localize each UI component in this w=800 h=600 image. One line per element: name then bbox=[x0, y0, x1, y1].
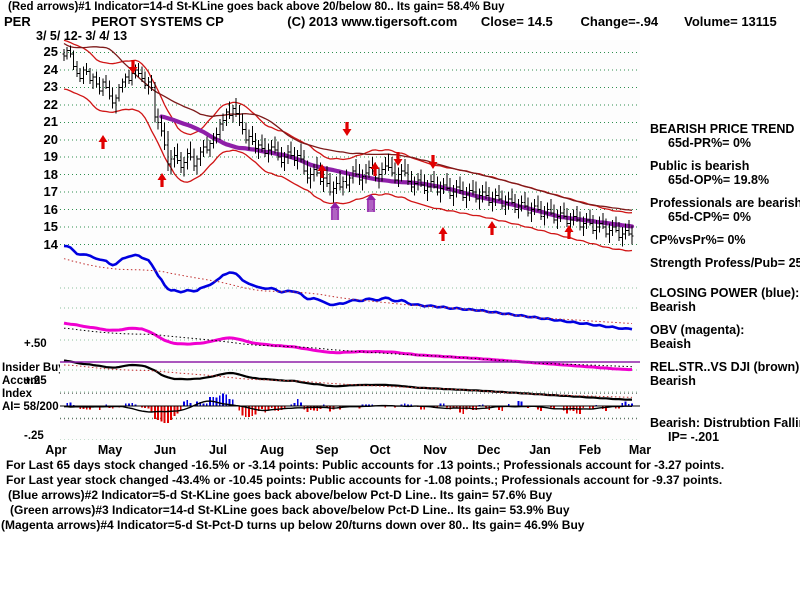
price-axis-tick: 23 bbox=[43, 79, 58, 95]
ip-value: IP= -.201 bbox=[668, 430, 720, 444]
price-axis-tick: 18 bbox=[43, 166, 58, 182]
footer-notes: For Last 65 days stock changed -16.5% or… bbox=[0, 458, 800, 533]
professionals-value: 65d-CP%= 0% bbox=[668, 210, 752, 224]
relative-strength-block: REL.STR..VS DJI (brown) Bearish bbox=[650, 360, 800, 388]
closing-power-value: Bearish bbox=[650, 300, 696, 314]
header-indicator-line: (Red arrows)#1 Indicator=14-d St-KLine g… bbox=[8, 1, 505, 13]
month-axis-tick: Mar bbox=[628, 443, 652, 457]
professionals-title: Professionals are bearish bbox=[650, 196, 800, 210]
price-axis-tick: 21 bbox=[43, 114, 58, 130]
price-axis-tick: 16 bbox=[43, 201, 58, 217]
price-chart-plot[interactable] bbox=[60, 40, 640, 440]
month-axis-tick: Dec bbox=[477, 443, 501, 457]
footer-line-2: For Last year stock changed -43.4% or -1… bbox=[6, 473, 723, 487]
public-block: Public is bearish 65d-OP%= 19.8% bbox=[650, 159, 800, 187]
date-range: 3/ 5/ 12- 3/ 4/ 13 bbox=[36, 29, 128, 43]
chart-canvas bbox=[60, 40, 640, 440]
label-plus-50: +.50 bbox=[24, 338, 47, 350]
month-axis: Apr May Jun Jul Aug Sep Oct Nov Dec Jan Feb Mar bbox=[45, 443, 651, 459]
price-axis-tick: 22 bbox=[43, 96, 58, 112]
footer-line-4: (Green arrows)#3 Indicator=14-d St-KLine… bbox=[10, 503, 570, 517]
company-name: PEROT SYSTEMS CP bbox=[91, 14, 224, 29]
price-axis-tick: 24 bbox=[43, 61, 58, 77]
public-value: 65d-OP%= 19.8% bbox=[668, 173, 770, 187]
month-axis-tick: Nov bbox=[423, 443, 447, 457]
month-axis-tick: May bbox=[97, 443, 123, 457]
cp-vs-pr-block: CP%vsPr%= 0% bbox=[650, 233, 800, 247]
analysis-panel: BEARISH PRICE TREND 65d-PR%= 0% Public i… bbox=[650, 122, 800, 453]
close-price: Close= 14.5 bbox=[480, 14, 553, 29]
label-minus-25: -.25 bbox=[24, 430, 44, 442]
month-axis-tick: Sep bbox=[315, 443, 339, 457]
ticker-symbol: PER bbox=[4, 14, 31, 29]
month-axis-tick: Jan bbox=[529, 443, 551, 457]
volume: Volume= 13115 bbox=[684, 14, 777, 29]
obv-value: Beaish bbox=[650, 337, 691, 351]
footer-line-1: For Last 65 days stock changed -16.5% or… bbox=[6, 458, 725, 472]
closing-power-block: CLOSING POWER (blue): Bearish bbox=[650, 286, 800, 314]
label-plus-25: +.25 bbox=[24, 375, 47, 387]
price-trend-block: BEARISH PRICE TREND 65d-PR%= 0% bbox=[650, 122, 800, 150]
closing-power-title: CLOSING POWER (blue): bbox=[650, 286, 800, 300]
label-ai-value: AI= 58/200 bbox=[2, 401, 59, 413]
copyright-notice: (C) 2013 www.tigersoft.com bbox=[287, 14, 458, 29]
month-axis-tick: Jun bbox=[153, 443, 177, 457]
price-axis-tick: 19 bbox=[43, 149, 58, 165]
price-axis-tick: 14 bbox=[43, 236, 58, 252]
price-axis-tick: 17 bbox=[43, 184, 58, 200]
month-axis-tick: Feb bbox=[578, 443, 602, 457]
footer-line-5: (Magenta arrows)#4 Indicator=5-d St-Pct-… bbox=[1, 518, 585, 532]
distribution-title: Bearish: Distrubtion Falling bbox=[650, 416, 800, 430]
price-change: Change=-.94 bbox=[580, 14, 659, 29]
public-title: Public is bearish bbox=[650, 159, 750, 173]
price-axis: 25 24 23 22 21 20 19 18 17 16 15 14 bbox=[0, 40, 58, 440]
strength-block: Strength Profess/Pub= 25 bbox=[650, 256, 800, 270]
distribution-block: Bearish: Distrubtion Falling IP= -.201 bbox=[650, 416, 800, 444]
cp-vs-pr-value: CP%vsPr%= 0% bbox=[650, 233, 746, 247]
professionals-block: Professionals are bearish 65d-CP%= 0% bbox=[650, 196, 800, 224]
relative-strength-value: Bearish bbox=[650, 374, 696, 388]
price-trend-title: BEARISH PRICE TREND bbox=[650, 122, 795, 136]
price-axis-tick: 15 bbox=[43, 219, 58, 235]
obv-block: OBV (magenta): Beaish bbox=[650, 323, 800, 351]
obv-title: OBV (magenta): bbox=[650, 323, 745, 337]
month-axis-tick: Oct bbox=[369, 443, 391, 457]
strength-value: Strength Profess/Pub= 25 bbox=[650, 256, 800, 270]
month-axis-tick: Jul bbox=[208, 443, 228, 457]
header-quote-line: PER PEROT SYSTEMS CP (C) 2013 www.tigers… bbox=[0, 14, 800, 29]
relative-strength-title: REL.STR..VS DJI (brown) bbox=[650, 360, 800, 374]
month-axis-tick: Aug bbox=[259, 443, 285, 457]
price-axis-tick: 20 bbox=[43, 131, 58, 147]
price-axis-tick: 25 bbox=[43, 44, 58, 60]
footer-line-3: (Blue arrows)#2 Indicator=5-d St-KLine g… bbox=[8, 488, 553, 502]
label-index: Index bbox=[2, 388, 33, 400]
price-trend-value: 65d-PR%= 0% bbox=[668, 136, 752, 150]
month-axis-tick: Apr bbox=[45, 443, 67, 457]
label-accum: Accum bbox=[2, 375, 41, 387]
